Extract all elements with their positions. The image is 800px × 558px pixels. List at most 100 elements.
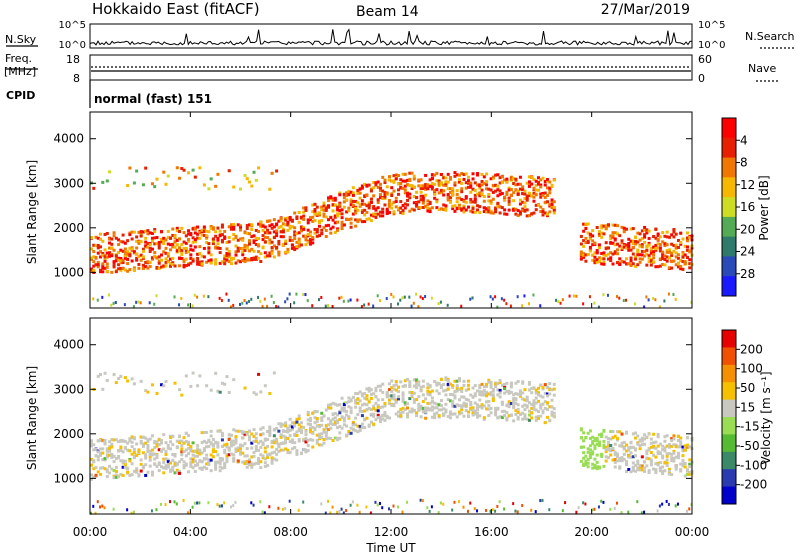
scatter-cell [588,237,592,241]
scatter-cell [331,203,335,207]
scatter-cell [216,238,220,242]
scatter-cell [117,258,121,262]
scatter-cell [119,445,123,449]
scatter-cell [223,229,227,233]
scatter-cell [238,429,242,433]
scatter-cell [139,462,143,466]
scatter-cell [595,260,599,264]
scatter-cell [205,229,209,233]
scatter-cell [661,262,665,266]
scatter-cell [306,413,310,417]
scatter-cell [543,183,547,187]
scatter-cell [354,206,358,210]
scatter-cell [347,299,350,303]
scatter-cell [487,404,491,408]
scatter-cell [349,398,353,402]
scatter-cell [462,383,466,387]
scatter-cell [426,203,430,207]
scatter-cell [227,254,231,258]
scatter-cell [196,384,200,388]
scatter-cell [478,211,482,215]
scatter-cell [597,259,601,263]
scatter-cell [415,204,419,208]
scatter-cell [178,388,182,392]
scatter-cell [654,298,657,302]
scatter-cell [643,469,647,473]
scatter-cell [663,460,667,464]
scatter-cell [293,441,297,445]
scatter-cell [636,468,640,472]
scatter-cell [681,250,685,254]
scatter-cell [530,194,534,198]
scatter-cell [406,203,410,207]
scatter-cell [415,196,419,200]
scatter-cell [539,185,543,189]
scatter-cell [295,417,299,421]
scatter-cell [166,242,170,246]
scatter-cell [243,430,247,434]
scatter-cell [277,506,280,510]
scatter-cell [482,199,486,203]
scatter-cell [606,246,610,250]
scatter-cell [374,183,378,187]
scatter-cell [354,199,358,203]
scatter-cell [263,235,267,239]
scatter-cell [410,171,414,175]
colorbar-tick-label: 20 [740,222,755,236]
scatter-cell [139,253,143,257]
scatter-cell [670,233,674,237]
scatter-cell [446,387,450,391]
scatter-cell [110,455,114,459]
scatter-cell [369,189,373,193]
scatter-cell [652,250,656,254]
scatter-cell [218,504,221,508]
scatter-cell [159,230,163,234]
scatter-cell [315,227,319,231]
scatter-cell [211,239,215,243]
scatter-cell [153,242,157,246]
scatter-cell [193,227,197,231]
scatter-cell [430,181,434,185]
scatter-cell [225,251,229,255]
scatter-cell [175,502,178,506]
scatter-cell [647,471,651,475]
scatter-cell [625,246,629,250]
scatter-cell [507,202,511,206]
scatter-cell [406,178,410,182]
scatter-cell [108,449,112,453]
scatter-cell [455,386,459,390]
scatter-cell [112,460,116,464]
scatter-cell [216,226,220,230]
scatter-cell [288,428,292,432]
scatter-cell [462,379,466,383]
scatter-cell [437,414,441,418]
scatter-cell [381,506,384,510]
scatter-cell [349,411,353,415]
scatter-cell [284,441,288,445]
scatter-cell [582,302,585,306]
scatter-cell [241,431,245,435]
scatter-cell [243,231,247,235]
scatter-cell [448,200,452,204]
scatter-cell [521,417,525,421]
scatter-cell [622,452,626,456]
scatter-cell [609,429,613,433]
scatter-cell [358,204,362,208]
scatter-cell [327,198,331,202]
scatter-cell [166,462,170,466]
scatter-cell [150,256,154,260]
scatter-cell [266,455,270,459]
scatter-cell [293,230,297,234]
scatter-cell [254,236,258,240]
scatter-cell [171,262,175,266]
scatter-cell [602,224,606,228]
colorbar-swatch [722,137,736,159]
scatter-cell [550,388,554,392]
scatter-cell [114,256,118,260]
scatter-cell [500,181,504,185]
scatter-cell [523,205,527,209]
scatter-cell [539,195,543,199]
scatter-cell [322,438,326,442]
scatter-cell [250,297,253,301]
scatter-cell [272,236,276,240]
